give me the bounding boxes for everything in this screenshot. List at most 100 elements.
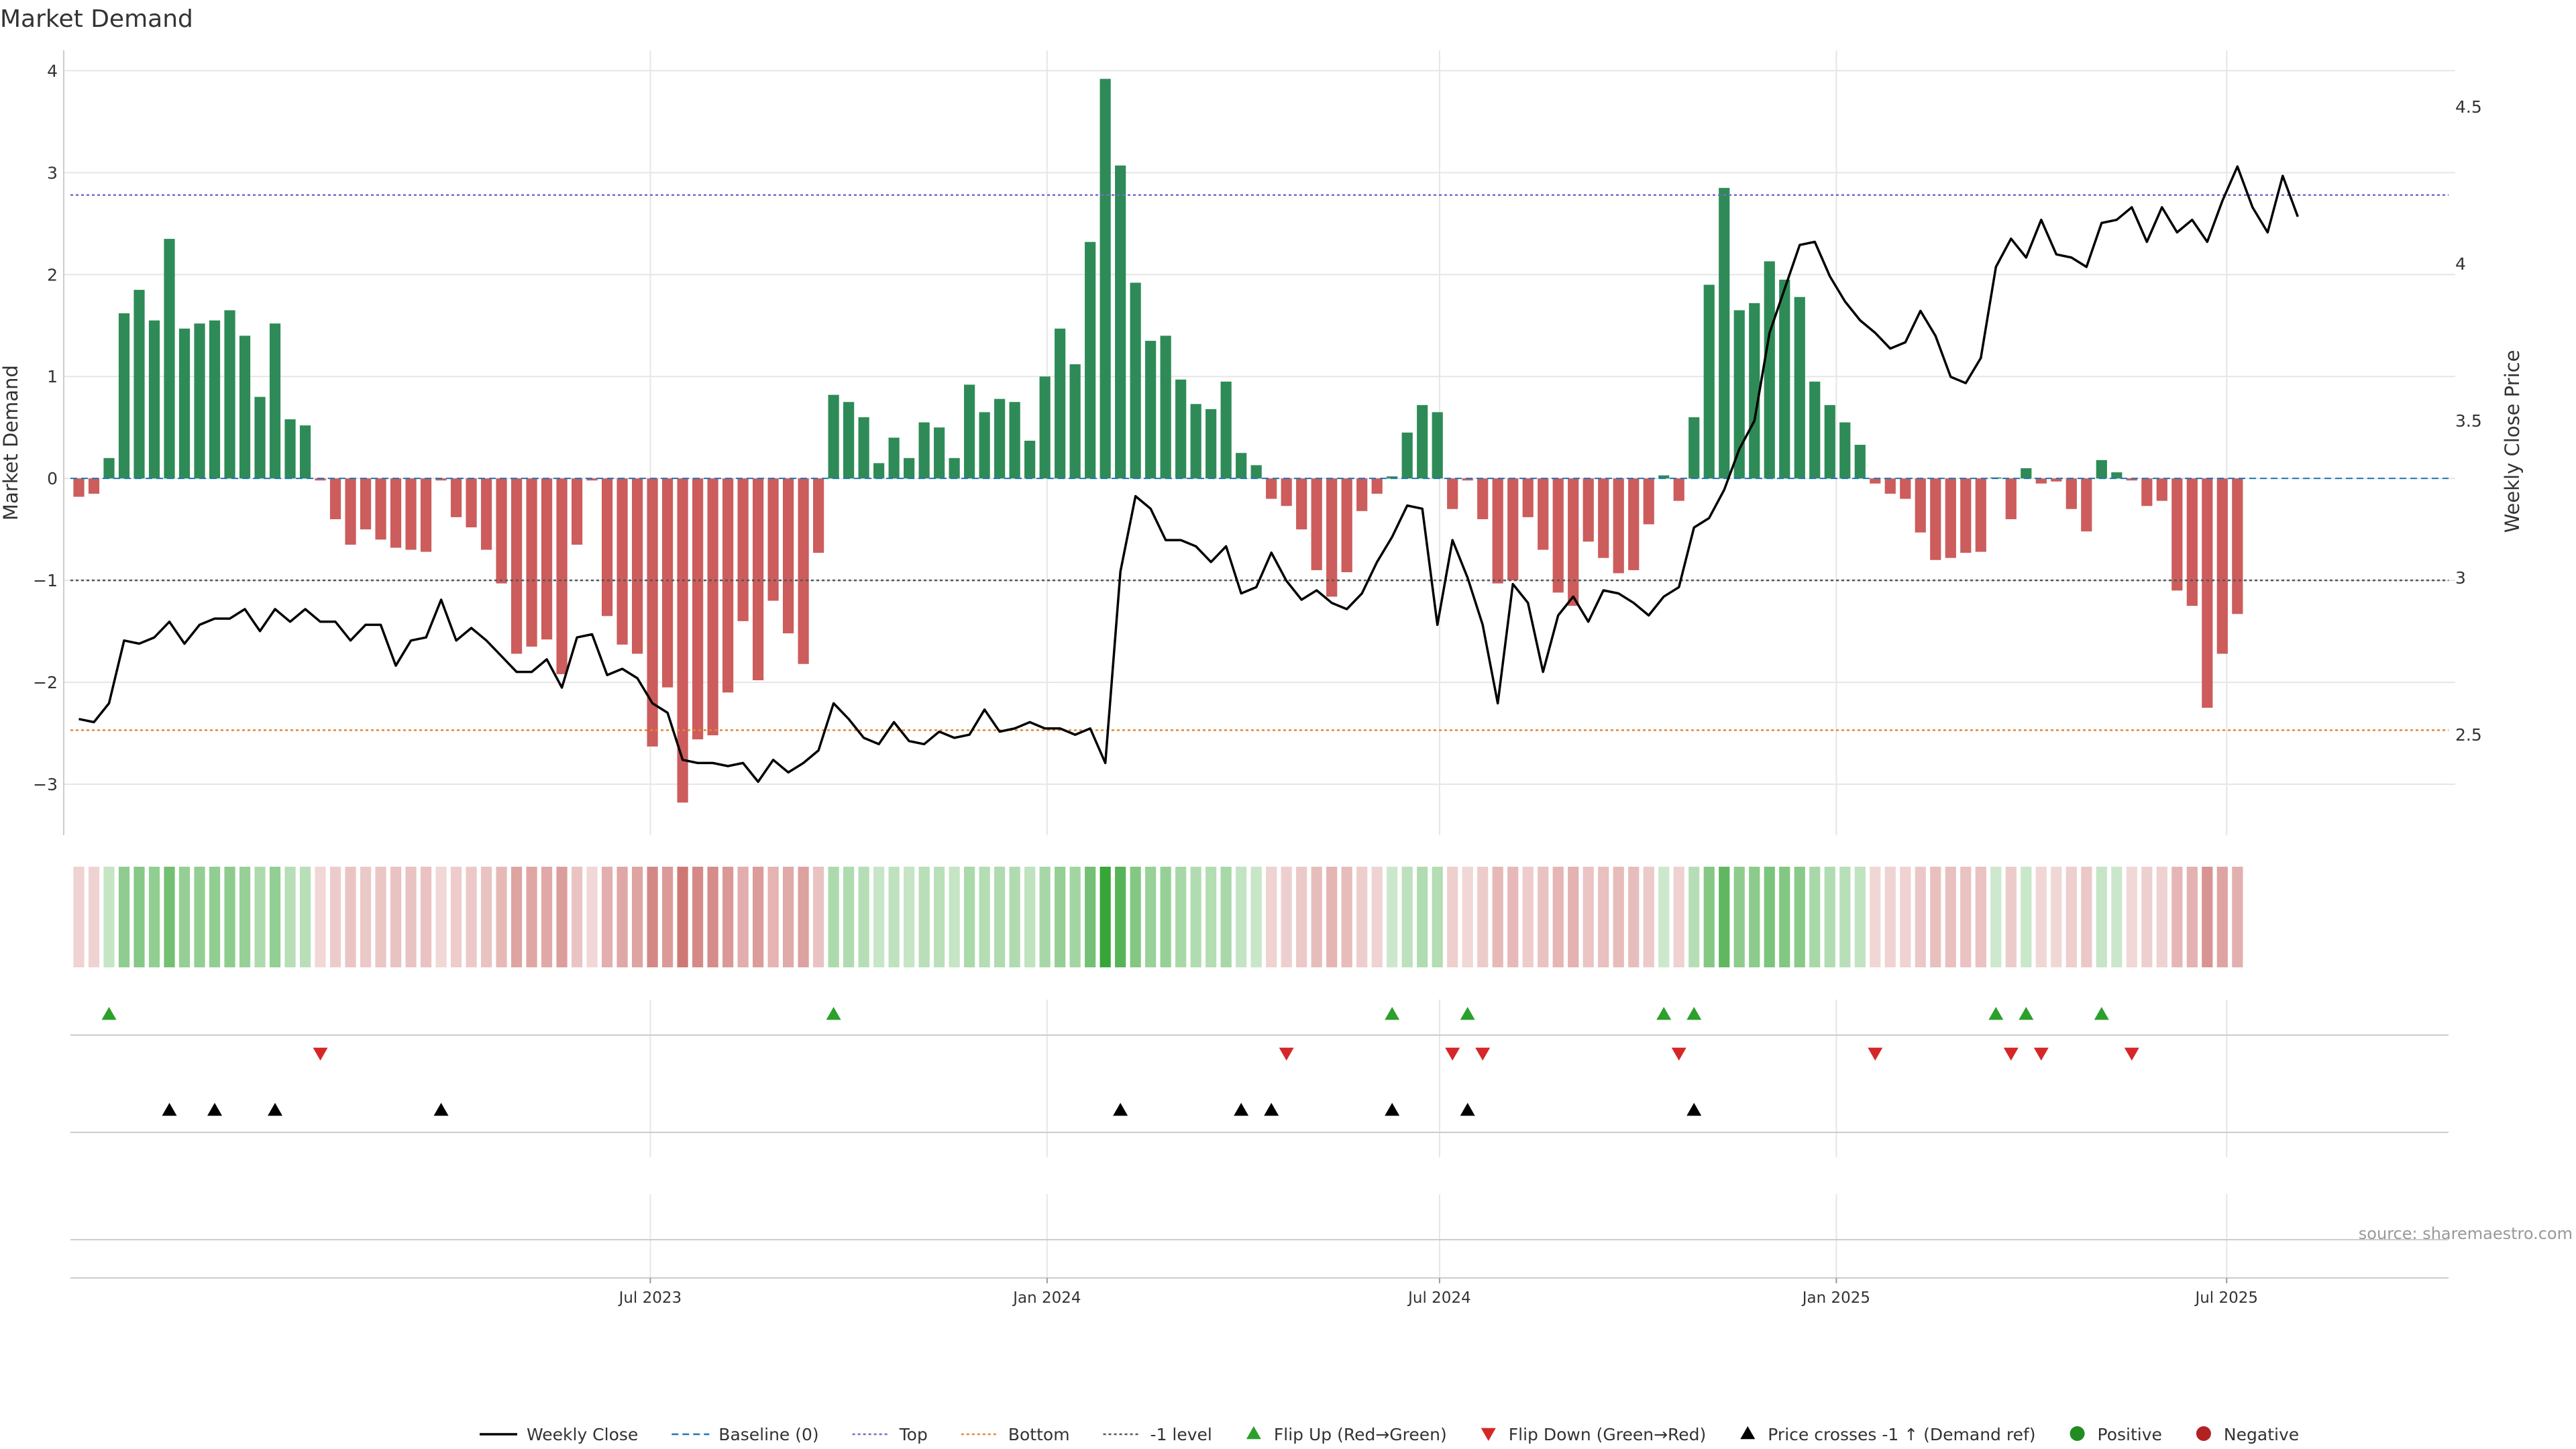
heatmap-cell xyxy=(2021,867,2032,967)
demand-bar xyxy=(1960,478,1972,553)
demand-bar xyxy=(934,427,945,479)
demand-bar xyxy=(1341,478,1352,572)
y-tick-left: −1 xyxy=(33,571,58,590)
demand-bar xyxy=(798,478,809,664)
demand-bar xyxy=(254,396,266,479)
heatmap-cell xyxy=(1145,867,1157,967)
demand-bar xyxy=(843,402,855,479)
demand-bar xyxy=(1719,188,1730,479)
legend-item: Negative xyxy=(2196,1425,2299,1444)
heatmap-cell xyxy=(873,867,885,967)
heatmap-cell xyxy=(480,867,492,967)
demand-bar xyxy=(1507,478,1519,581)
heatmap-cell xyxy=(315,867,326,967)
heatmap-cell xyxy=(1432,867,1443,967)
demand-bar xyxy=(722,478,734,693)
heatmap-cell xyxy=(1039,867,1051,967)
heatmap-cell xyxy=(1190,867,1201,967)
heatmap-cell xyxy=(284,867,296,967)
demand-bar xyxy=(1326,478,1338,597)
legend-item: Positive xyxy=(2070,1425,2162,1444)
weekly-close-series xyxy=(78,165,2299,784)
heatmap-cell xyxy=(450,867,462,967)
demand-bar xyxy=(2005,478,2017,519)
legend-label: Flip Down (Green→Red) xyxy=(1509,1425,1707,1444)
heatmap-cell xyxy=(888,867,900,967)
x-axis-ticks: Jul 2023 Jan 2024 Jul 2024 Jan 2025 Jul 2025 xyxy=(618,1278,2258,1307)
legend-dot-icon xyxy=(2070,1426,2085,1441)
demand-bar xyxy=(1522,478,1534,517)
demand-bar xyxy=(631,478,643,654)
demand-bar xyxy=(1160,335,1171,479)
y-tick-left: −3 xyxy=(33,775,58,794)
heatmap-cell xyxy=(148,867,160,967)
demand-bar xyxy=(224,310,235,479)
demand-bar xyxy=(556,478,568,674)
legend-label: Baseline (0) xyxy=(718,1425,818,1444)
demand-bar xyxy=(767,478,779,601)
demand-bar xyxy=(1658,475,1670,479)
heatmap-cell xyxy=(2126,867,2137,967)
heatmap-cell xyxy=(194,867,205,967)
heatmap-cell xyxy=(118,867,130,967)
legend-label: Price crosses -1 ↑ (Demand ref) xyxy=(1768,1425,2035,1444)
legend-item: Top xyxy=(852,1425,928,1444)
demand-bar xyxy=(1568,478,1579,606)
demand-bar xyxy=(450,478,462,517)
heatmap-cell xyxy=(571,867,583,967)
demand-bar xyxy=(390,478,402,548)
heatmap-cell xyxy=(843,867,855,967)
heatmap-cell xyxy=(783,867,794,967)
demand-bar xyxy=(1447,478,1458,509)
heatmap-cell xyxy=(2081,867,2092,967)
demand-bar xyxy=(1613,478,1624,574)
heatmap-cell xyxy=(1643,867,1654,967)
heatmap-cell xyxy=(1055,867,1066,967)
heatmap-cell xyxy=(1884,867,1896,967)
demand-bar xyxy=(616,478,628,645)
heatmap-cell xyxy=(254,867,266,967)
flip-down-marker xyxy=(1445,1047,1460,1061)
price-cross-marker xyxy=(1385,1103,1400,1116)
demand-bar xyxy=(888,437,900,479)
y-tick-right: 4.5 xyxy=(2455,97,2482,117)
heatmap-cell xyxy=(1069,867,1081,967)
heatmap-cell xyxy=(2111,867,2123,967)
demand-bar xyxy=(1930,478,1941,560)
demand-bar xyxy=(2126,478,2137,481)
demand-bar xyxy=(1401,432,1413,479)
heatmap-cell xyxy=(1824,867,1835,967)
heatmap-cell xyxy=(1160,867,1171,967)
heatmap-cell xyxy=(1115,867,1126,967)
price-cross-marker xyxy=(162,1103,177,1116)
heatmap-cell xyxy=(949,867,960,967)
demand-bar xyxy=(918,422,930,479)
demand-bar xyxy=(1733,310,1745,479)
heatmap-cell xyxy=(601,867,613,967)
legend-label: Top xyxy=(899,1425,928,1444)
heatmap-cell xyxy=(767,867,779,967)
flip-down-marker xyxy=(1475,1047,1491,1061)
demand-bar xyxy=(1643,478,1654,525)
heatmap-cell xyxy=(813,867,824,967)
heatmap-cell xyxy=(1266,867,1277,967)
weekly-close-line xyxy=(78,165,2299,784)
heatmap-cell xyxy=(1341,867,1352,967)
demand-heatmap-strip xyxy=(73,867,2243,967)
x-tick-label: Jul 2025 xyxy=(2194,1289,2258,1307)
demand-bar xyxy=(813,478,824,553)
chart-title: Market Demand xyxy=(0,5,193,33)
heatmap-cell xyxy=(209,867,221,967)
y-axis-left-ticks: 4 3 2 1 0 −1 −2 −3 xyxy=(33,61,58,794)
demand-bar xyxy=(1432,412,1443,479)
demand-bar xyxy=(1688,417,1700,479)
legend-item: Price crosses -1 ↑ (Demand ref) xyxy=(1740,1425,2036,1444)
heatmap-cell xyxy=(1703,867,1715,967)
demand-bar xyxy=(1749,303,1760,479)
demand-bar xyxy=(571,478,583,545)
demand-bar xyxy=(737,478,749,621)
heatmap-cell xyxy=(964,867,975,967)
flip-down-marker xyxy=(1868,1047,1883,1061)
heatmap-cell xyxy=(1099,867,1111,967)
demand-bar xyxy=(1371,478,1383,494)
